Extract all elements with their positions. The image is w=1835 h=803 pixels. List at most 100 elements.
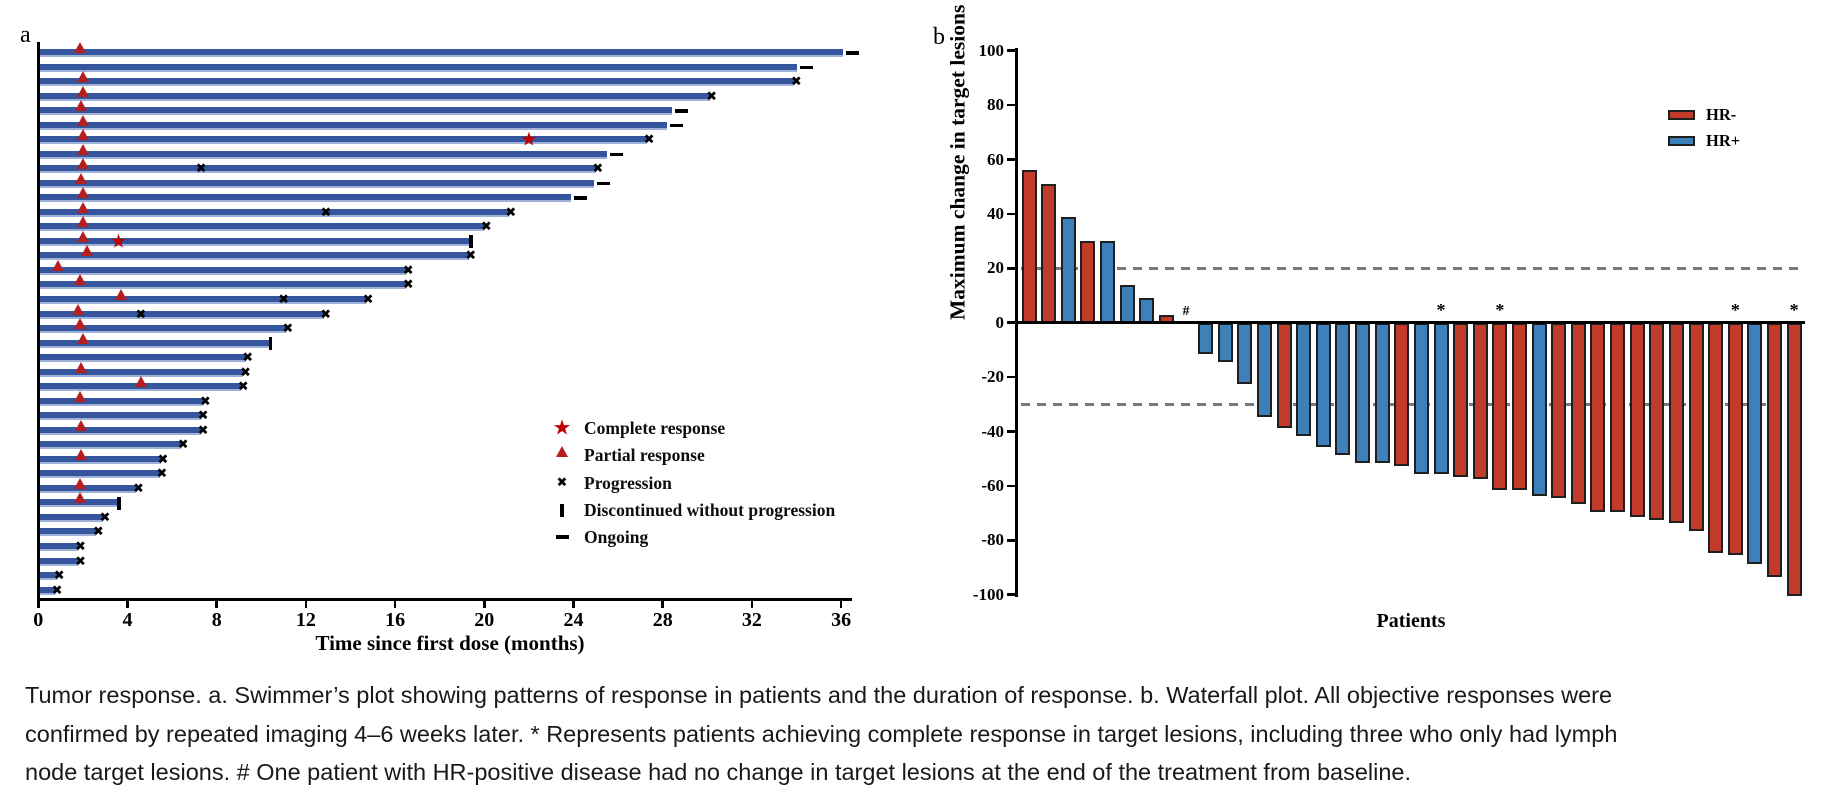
swimmer-x-tick-label: 4 xyxy=(122,609,133,631)
progression-marker: ✖ xyxy=(242,350,254,366)
partial-response-marker xyxy=(76,114,89,126)
progression-marker: ✖ xyxy=(199,394,211,410)
waterfall-bar xyxy=(1668,322,1684,523)
progression-marker: ✖ xyxy=(592,161,604,177)
progression-marker: ✖ xyxy=(505,205,517,221)
progression-marker: ✖ xyxy=(320,205,332,221)
swimmer-bar xyxy=(39,63,797,72)
discontinued-legend-icon xyxy=(560,503,564,517)
partial-response-marker xyxy=(73,390,86,402)
waterfall-bar xyxy=(1060,216,1076,325)
swimmer-bar xyxy=(39,557,79,566)
waterfall-bar xyxy=(1551,322,1567,499)
waterfall-y-tick-label: 20 xyxy=(987,258,1004,278)
ongoing-marker xyxy=(574,196,588,200)
swimmer-y-axis xyxy=(37,42,40,601)
panel-a-label: a xyxy=(20,22,31,48)
swimmer-bar xyxy=(39,121,668,130)
progression-marker: ✖ xyxy=(278,292,290,308)
waterfall-y-tick-label: 60 xyxy=(987,149,1004,169)
swimmer-bar xyxy=(39,194,572,203)
swimmer-bar xyxy=(39,426,202,435)
swimmer-x-tick xyxy=(215,600,218,608)
waterfall-bar xyxy=(1080,241,1096,325)
waterfall-bar xyxy=(1531,322,1547,496)
partial-response-marker xyxy=(74,477,86,489)
partial-response-marker xyxy=(52,259,65,271)
caption-line-2: confirmed by repeated imaging 4–6 weeks … xyxy=(25,720,1618,747)
partial-response-marker xyxy=(76,187,89,199)
partial-response-marker xyxy=(74,100,87,112)
partial-response-marker xyxy=(76,158,89,170)
waterfall-bar xyxy=(1237,322,1253,385)
waterfall-bar xyxy=(1276,322,1292,428)
swimmer-x-tick-label: 32 xyxy=(741,609,762,631)
progression-marker: ✖ xyxy=(197,423,209,439)
swimmer-x-tick xyxy=(37,600,40,608)
waterfall-zero-line xyxy=(1018,321,1805,325)
swimmer-bar xyxy=(39,296,367,304)
swimmer-legend-label: Partial response xyxy=(584,445,705,466)
waterfall-bar xyxy=(1041,183,1057,325)
swimmer-bar xyxy=(39,223,485,232)
waterfall-bar xyxy=(1139,298,1155,325)
waterfall-y-tick xyxy=(1007,158,1016,161)
swimmer-bar xyxy=(39,586,56,595)
swimmer-bar xyxy=(39,543,79,552)
waterfall-legend-swatch xyxy=(1668,110,1695,120)
waterfall-y-tick-label: -40 xyxy=(981,421,1004,441)
waterfall-bar xyxy=(1335,322,1351,455)
swimmer-x-tick xyxy=(839,600,843,608)
waterfall-y-tick xyxy=(1007,267,1016,270)
ongoing-marker xyxy=(609,152,623,157)
ongoing-marker xyxy=(799,65,813,70)
waterfall-bar xyxy=(1315,322,1331,447)
partial-response-marker xyxy=(134,376,147,388)
waterfall-bar xyxy=(1355,322,1371,463)
swimmer-bar xyxy=(39,150,607,159)
no-change-hash-annotation: # xyxy=(1182,304,1190,319)
waterfall-bar xyxy=(1198,322,1214,355)
waterfall-y-tick xyxy=(1007,593,1016,596)
swimmer-bar xyxy=(39,92,710,101)
reference-dashed-line xyxy=(1021,402,1805,406)
waterfall-bar xyxy=(1099,241,1115,325)
progression-marker: ✖ xyxy=(156,466,168,482)
progression-marker: ✖ xyxy=(240,365,251,381)
progression-marker: ✖ xyxy=(706,89,717,105)
ongoing-marker xyxy=(596,181,610,186)
progression-marker: ✖ xyxy=(51,583,63,599)
complete-response-star-annotation: * xyxy=(1436,300,1446,320)
swimmer-x-tick-label: 28 xyxy=(652,609,673,631)
partial-response-marker xyxy=(76,332,89,344)
swimmer-bar xyxy=(39,513,103,522)
waterfall-y-tick-label: -100 xyxy=(972,584,1004,604)
swimmer-bar xyxy=(39,368,244,377)
swimmer-bar xyxy=(39,441,182,450)
partial-response-marker xyxy=(76,216,89,228)
figure-caption: Tumor response. a. Swimmer’s plot showin… xyxy=(25,676,1825,792)
waterfall-bar xyxy=(1256,322,1272,417)
partial-response-marker xyxy=(76,143,89,155)
progression-marker: ✖ xyxy=(237,379,249,395)
progression-marker: ✖ xyxy=(135,307,147,323)
waterfall-y-tick xyxy=(1007,103,1016,107)
complete-response-marker: ★ xyxy=(520,128,538,151)
partial-response-marker xyxy=(74,172,87,184)
partial-response-marker xyxy=(73,318,86,330)
progression-marker: ✖ xyxy=(643,132,655,148)
complete-response-star-annotation: * xyxy=(1495,300,1505,320)
reference-dashed-line xyxy=(1021,266,1805,270)
progression-marker: ✖ xyxy=(92,524,104,540)
complete-response-star-annotation: * xyxy=(1789,300,1799,320)
swimmer-bar xyxy=(39,397,204,406)
partial-response-marker xyxy=(81,245,94,257)
complete-response-legend-icon: ★ xyxy=(552,415,572,440)
swimmer-bar xyxy=(39,470,160,479)
waterfall-bar xyxy=(1688,322,1704,531)
waterfall-plot-panel: b Maximum change in target lesions (%) P… xyxy=(880,0,1835,670)
swimmer-bar xyxy=(39,310,324,319)
swimmer-x-tick-label: 36 xyxy=(831,609,852,631)
partial-response-marker xyxy=(73,274,86,286)
progression-marker: ✖ xyxy=(99,510,111,526)
